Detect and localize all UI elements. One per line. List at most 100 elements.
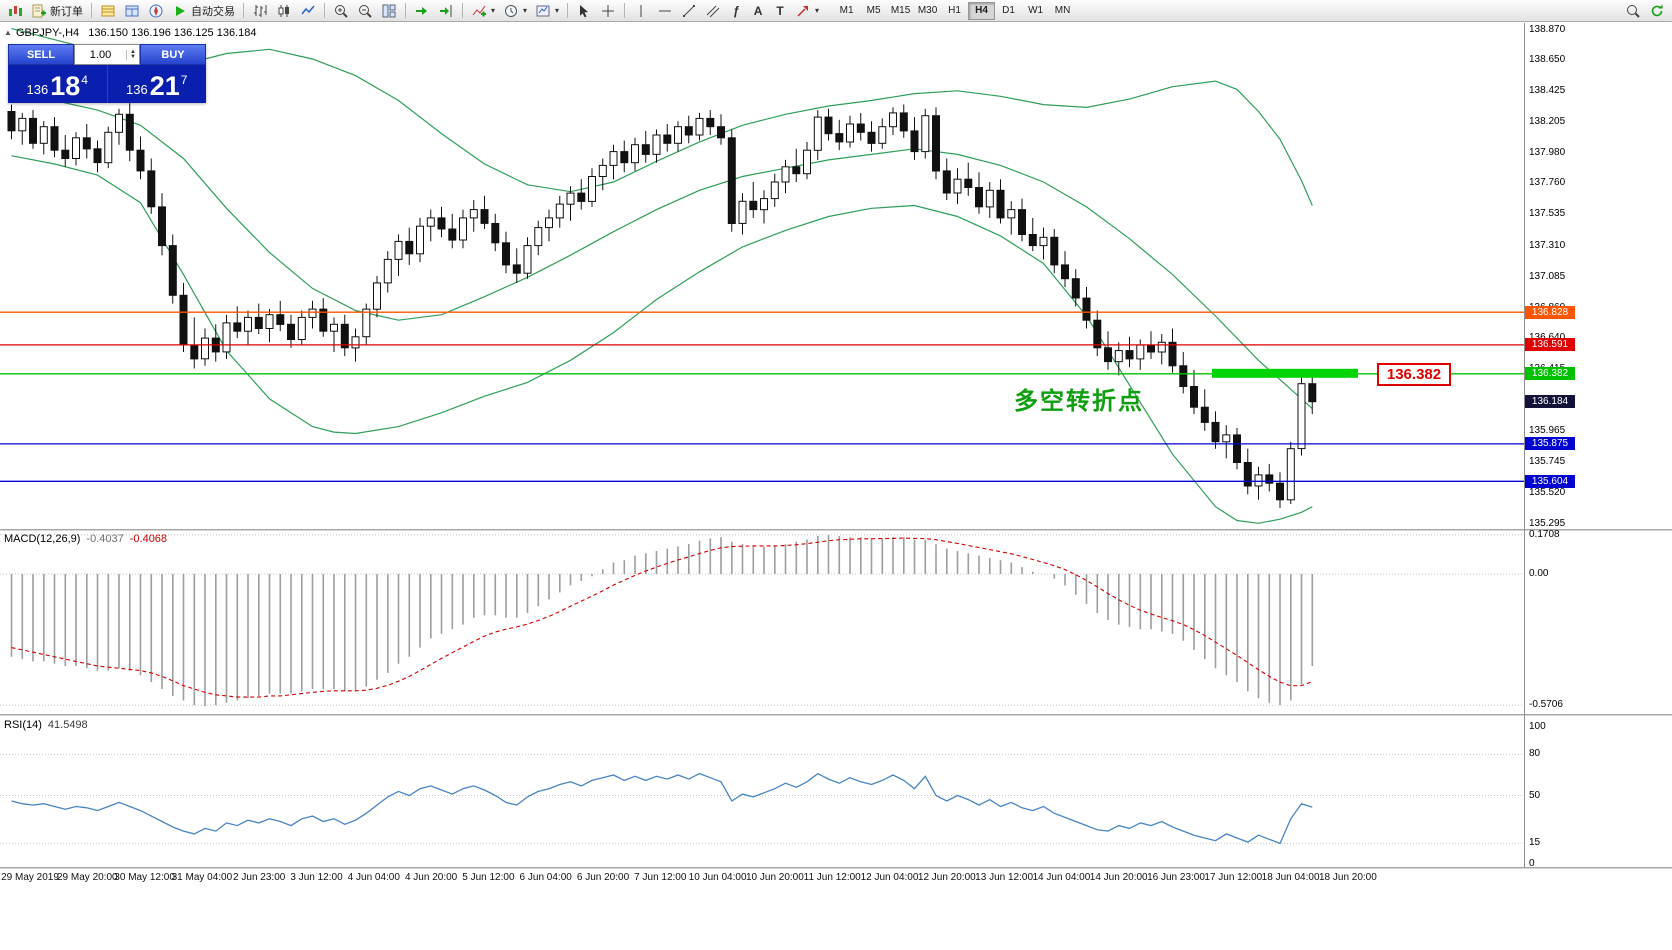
timeframe-m30-button[interactable]: M30 bbox=[914, 2, 941, 20]
zoom-in-button[interactable] bbox=[329, 1, 353, 21]
equidistant-channel-button[interactable] bbox=[701, 1, 725, 21]
timeframe-m5-button[interactable]: M5 bbox=[860, 2, 887, 20]
market-watch-button[interactable] bbox=[96, 1, 120, 21]
sell-price-big: 18 bbox=[50, 71, 81, 101]
data-window-icon bbox=[124, 3, 140, 19]
time-label: 10 Jun 20:00 bbox=[745, 872, 804, 883]
time-label: 6 Jun 04:00 bbox=[519, 872, 572, 883]
time-label: 3 Jun 12:00 bbox=[290, 872, 343, 883]
macd-title: MACD(12,26,9) bbox=[4, 533, 81, 545]
toolbar-separator bbox=[462, 3, 463, 18]
toolbar-separator bbox=[324, 3, 325, 18]
time-label: 14 Jun 20:00 bbox=[1089, 872, 1148, 883]
macd-panel-splitter[interactable] bbox=[0, 529, 1672, 531]
buy-price-prefix: 136 bbox=[126, 82, 148, 97]
time-axis[interactable]: 29 May 2019 29 May 20:00 30 May 12:00 31 Ma… bbox=[0, 869, 1672, 889]
sell-price-prefix: 136 bbox=[26, 82, 49, 97]
time-label: 12 Jun 04:00 bbox=[860, 872, 919, 883]
new-chart-button[interactable] bbox=[3, 1, 27, 21]
crosshair-button[interactable] bbox=[596, 1, 620, 21]
vertical-line-button[interactable] bbox=[629, 1, 653, 21]
volume-spinner[interactable]: ▲ ▼ bbox=[126, 48, 139, 60]
price-chart-canvas[interactable] bbox=[0, 22, 1672, 530]
sell-button[interactable]: SELL bbox=[8, 44, 74, 65]
arrows-button[interactable]: ▾ bbox=[791, 1, 823, 21]
timeframe-m1-button[interactable]: M1 bbox=[833, 2, 860, 20]
auto-scroll-button[interactable] bbox=[410, 1, 434, 21]
auto-trading-button[interactable]: 自动交易 bbox=[168, 1, 239, 21]
search-button[interactable] bbox=[1621, 1, 1645, 21]
text-icon: A bbox=[753, 3, 763, 18]
buy-button[interactable]: BUY bbox=[140, 44, 206, 65]
template-icon bbox=[535, 3, 551, 19]
volume-down-icon[interactable]: ▼ bbox=[130, 53, 136, 60]
chart-annotation[interactable]: 多空转折点 bbox=[1014, 388, 1144, 415]
time-label: 6 Jun 20:00 bbox=[576, 872, 630, 883]
time-label: 29 May 20:00 bbox=[56, 872, 118, 883]
one-click-trading-panel: SELL 1.00 ▲ ▼ BUY 136 18 4 136 21 7 bbox=[8, 44, 206, 103]
timeframe-d1-button[interactable]: D1 bbox=[995, 2, 1022, 20]
trade-panel-collapse-icon[interactable]: ▲ bbox=[4, 28, 12, 37]
cursor-button[interactable] bbox=[572, 1, 596, 21]
time-label: 29 May 2019 bbox=[1, 872, 59, 883]
rsi-title: RSI(14) bbox=[4, 719, 42, 731]
time-label: 7 Jun 12:00 bbox=[634, 872, 687, 883]
volume-value[interactable]: 1.00 bbox=[89, 48, 112, 61]
zoom-out-icon bbox=[357, 3, 373, 19]
rsi-panel-splitter[interactable] bbox=[0, 714, 1672, 716]
crosshair-icon bbox=[600, 3, 616, 19]
macd-panel-canvas[interactable] bbox=[0, 530, 1672, 715]
toolbar-separator bbox=[91, 3, 92, 18]
time-label: 5 Jun 12:00 bbox=[462, 872, 515, 883]
zoom-out-button[interactable] bbox=[353, 1, 377, 21]
macd-signal-value: -0.4068 bbox=[129, 533, 168, 545]
toolbar-separator bbox=[567, 3, 569, 18]
navigator-button[interactable] bbox=[144, 1, 168, 21]
timeframe-w1-button[interactable]: W1 bbox=[1022, 2, 1049, 20]
time-label: 30 May 12:00 bbox=[114, 872, 175, 883]
new-order-button[interactable]: 新订单 bbox=[27, 1, 87, 21]
trendline-button[interactable] bbox=[677, 1, 701, 21]
chevron-down-icon: ▾ bbox=[555, 6, 560, 15]
candlestick-chart-icon bbox=[276, 3, 292, 19]
line-chart-button[interactable] bbox=[296, 1, 320, 21]
tile-windows-button[interactable] bbox=[377, 1, 401, 21]
rsi-panel-canvas[interactable] bbox=[0, 715, 1672, 868]
indicators-button[interactable]: ▾ bbox=[467, 1, 499, 21]
buy-price[interactable]: 136 21 7 bbox=[108, 65, 207, 103]
refresh-button[interactable] bbox=[1645, 1, 1669, 21]
data-window-button[interactable] bbox=[120, 1, 144, 21]
templates-button[interactable]: ▾ bbox=[531, 1, 563, 21]
timeframe-m15-button[interactable]: M15 bbox=[887, 2, 914, 20]
timeframe-mn-button[interactable]: MN bbox=[1049, 2, 1076, 20]
sell-price[interactable]: 136 18 4 bbox=[8, 65, 107, 103]
fibonacci-button[interactable]: ƒ bbox=[725, 1, 747, 21]
candlestick-chart-button[interactable] bbox=[272, 1, 296, 21]
text-label-button[interactable]: T bbox=[769, 1, 791, 21]
timeframe-h4-button[interactable]: H4 bbox=[968, 1, 996, 20]
macd-label: MACD(12,26,9) -0.4037 -0.4068 bbox=[4, 533, 167, 545]
auto-scroll-icon bbox=[414, 3, 430, 19]
time-axis-splitter[interactable] bbox=[0, 867, 1672, 869]
text-button[interactable]: A bbox=[747, 1, 769, 21]
chart-shift-button[interactable] bbox=[434, 1, 458, 21]
volume-up-icon[interactable]: ▲ bbox=[130, 48, 136, 55]
horizontal-line-button[interactable] bbox=[653, 1, 677, 21]
time-label: 4 Jun 20:00 bbox=[404, 872, 458, 883]
time-label: 13 Jun 12:00 bbox=[975, 872, 1034, 883]
auto-trading-label: 自动交易 bbox=[191, 5, 235, 18]
arrow-object-icon bbox=[795, 3, 811, 19]
sell-price-sup: 4 bbox=[81, 73, 88, 87]
cursor-icon bbox=[576, 3, 592, 19]
bar-chart-button[interactable] bbox=[248, 1, 272, 21]
clock-icon bbox=[503, 3, 519, 19]
timeframe-h1-button[interactable]: H1 bbox=[941, 2, 968, 20]
macd-main-value: -0.4037 bbox=[86, 533, 124, 545]
time-label: 14 Jun 04:00 bbox=[1032, 872, 1091, 883]
volume-field[interactable]: 1.00 ▲ ▼ bbox=[74, 44, 140, 65]
fibonacci-icon: ƒ bbox=[732, 3, 740, 18]
periods-button[interactable]: ▾ bbox=[499, 1, 531, 21]
time-label: 10 Jun 04:00 bbox=[688, 872, 747, 883]
price-level-label[interactable]: 136.382 bbox=[1377, 363, 1451, 386]
